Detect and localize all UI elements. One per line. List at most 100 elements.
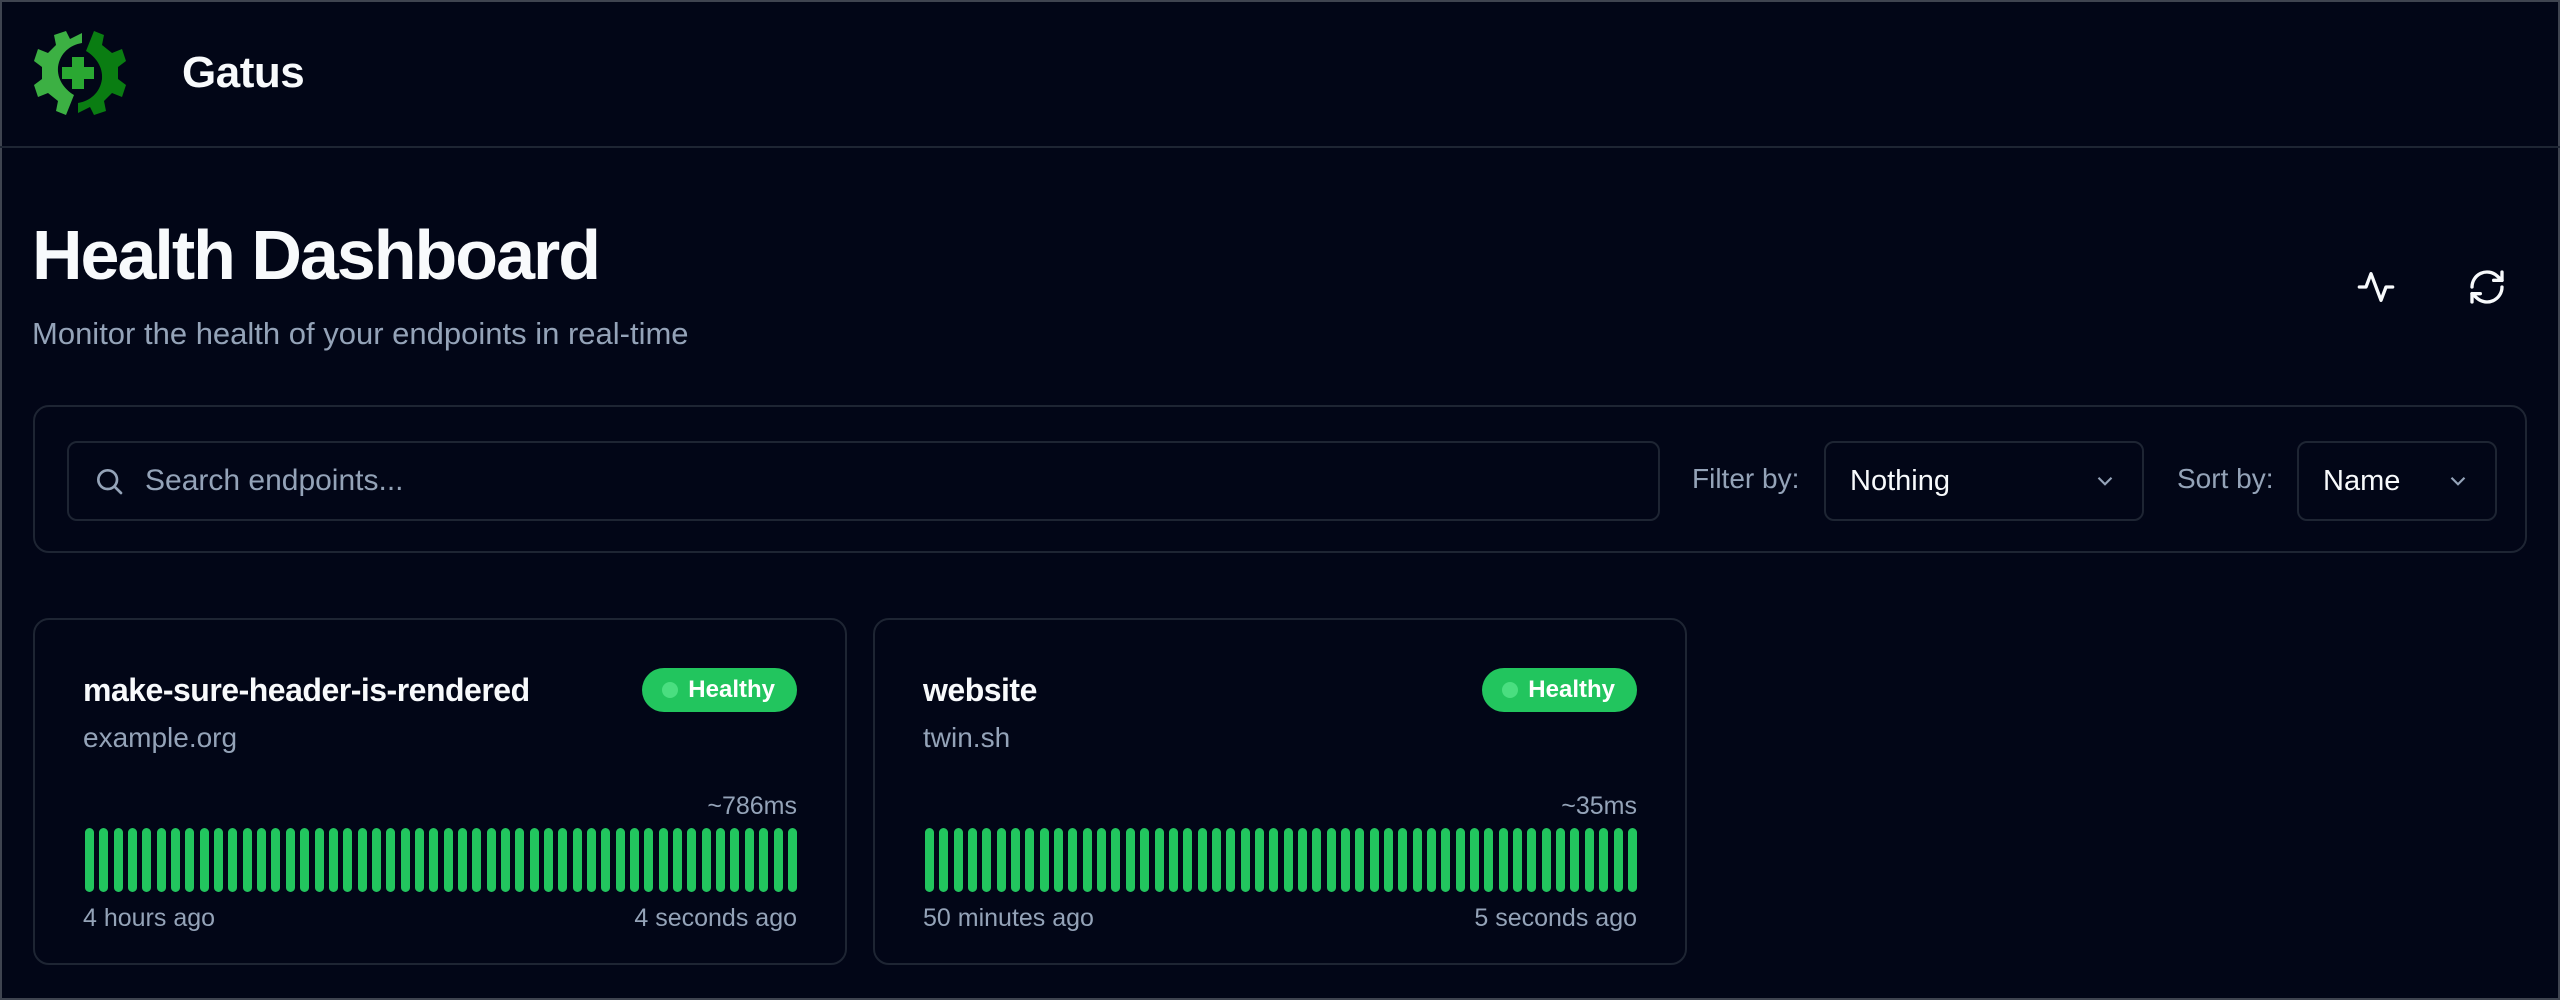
result-bar[interactable]: [271, 828, 281, 892]
result-bar[interactable]: [1168, 828, 1178, 892]
result-bar[interactable]: [1556, 828, 1566, 892]
filter-select[interactable]: Nothing: [1824, 441, 2144, 521]
result-bar[interactable]: [529, 828, 539, 892]
result-bar[interactable]: [1097, 828, 1107, 892]
result-bar[interactable]: [630, 828, 640, 892]
result-bar[interactable]: [486, 828, 496, 892]
refresh-button[interactable]: [2455, 255, 2519, 319]
result-bar[interactable]: [601, 828, 611, 892]
result-bar[interactable]: [1254, 828, 1264, 892]
result-bar[interactable]: [1226, 828, 1236, 892]
result-bar[interactable]: [285, 828, 295, 892]
result-bar[interactable]: [457, 828, 467, 892]
result-bar[interactable]: [1455, 828, 1465, 892]
result-bar[interactable]: [128, 828, 138, 892]
result-bar[interactable]: [544, 828, 553, 892]
result-bar[interactable]: [1498, 828, 1508, 892]
result-bar[interactable]: [1025, 828, 1035, 892]
result-bar[interactable]: [996, 828, 1006, 892]
result-bar[interactable]: [1312, 828, 1322, 892]
result-bar[interactable]: [1240, 828, 1250, 892]
result-bar[interactable]: [500, 828, 510, 892]
gatus-logo[interactable]: [30, 23, 130, 123]
result-bar[interactable]: [1068, 828, 1078, 892]
result-bar[interactable]: [386, 828, 396, 892]
search-box[interactable]: [67, 441, 1660, 521]
result-bar[interactable]: [1369, 828, 1379, 892]
result-bar[interactable]: [328, 828, 338, 892]
result-bar[interactable]: [1441, 828, 1451, 892]
result-bar[interactable]: [1326, 828, 1336, 892]
result-bar[interactable]: [1627, 828, 1637, 892]
endpoint-name[interactable]: website: [923, 672, 1037, 708]
result-bar[interactable]: [1211, 828, 1221, 892]
result-bar[interactable]: [1197, 828, 1207, 892]
result-bar[interactable]: [787, 828, 797, 892]
search-input[interactable]: [145, 464, 1595, 498]
result-bar[interactable]: [199, 828, 209, 892]
result-bar[interactable]: [1384, 828, 1393, 892]
result-bar[interactable]: [242, 828, 252, 892]
result-bar[interactable]: [1470, 828, 1480, 892]
activity-button[interactable]: [2344, 255, 2408, 319]
result-bar[interactable]: [730, 828, 740, 892]
result-bar[interactable]: [1125, 828, 1135, 892]
result-bar[interactable]: [357, 828, 367, 892]
result-bar[interactable]: [1355, 828, 1365, 892]
result-bar[interactable]: [156, 828, 166, 892]
result-bar[interactable]: [314, 828, 324, 892]
result-bar[interactable]: [113, 828, 123, 892]
result-bar[interactable]: [1140, 828, 1150, 892]
result-bar[interactable]: [443, 828, 453, 892]
result-bar[interactable]: [744, 828, 754, 892]
result-bar[interactable]: [228, 828, 238, 892]
result-bar[interactable]: [1297, 828, 1307, 892]
result-bar[interactable]: [371, 828, 381, 892]
result-bar[interactable]: [85, 828, 94, 892]
result-bar[interactable]: [658, 828, 668, 892]
result-bar[interactable]: [953, 828, 963, 892]
result-bar[interactable]: [257, 828, 267, 892]
result-bar[interactable]: [1541, 828, 1551, 892]
result-bar[interactable]: [1599, 828, 1609, 892]
result-bar[interactable]: [1412, 828, 1422, 892]
result-bar[interactable]: [343, 828, 353, 892]
result-bar[interactable]: [716, 828, 726, 892]
result-bar[interactable]: [572, 828, 582, 892]
result-bar[interactable]: [773, 828, 783, 892]
result-bar[interactable]: [1011, 828, 1021, 892]
result-bar[interactable]: [1584, 828, 1594, 892]
result-bar[interactable]: [515, 828, 525, 892]
result-bar[interactable]: [558, 828, 568, 892]
result-bar[interactable]: [1427, 828, 1437, 892]
result-bar[interactable]: [1183, 828, 1193, 892]
endpoint-card[interactable]: website twin.sh Healthy ~35ms 50 minutes…: [873, 618, 1687, 965]
result-bar[interactable]: [142, 828, 152, 892]
result-bar[interactable]: [1054, 828, 1064, 892]
result-bar[interactable]: [615, 828, 625, 892]
result-bar[interactable]: [925, 828, 934, 892]
result-bar[interactable]: [300, 828, 310, 892]
result-bar[interactable]: [1154, 828, 1164, 892]
result-bar[interactable]: [214, 828, 224, 892]
result-bar[interactable]: [99, 828, 109, 892]
result-bar[interactable]: [185, 828, 195, 892]
result-bar[interactable]: [982, 828, 992, 892]
result-bar[interactable]: [968, 828, 978, 892]
endpoint-card[interactable]: make-sure-header-is-rendered example.org…: [33, 618, 847, 965]
result-bar[interactable]: [1513, 828, 1523, 892]
result-bar[interactable]: [939, 828, 949, 892]
result-bar[interactable]: [1613, 828, 1623, 892]
result-bar[interactable]: [1283, 828, 1293, 892]
result-bar[interactable]: [701, 828, 711, 892]
result-bar[interactable]: [587, 828, 597, 892]
result-bar[interactable]: [1340, 828, 1350, 892]
result-bar[interactable]: [1082, 828, 1092, 892]
result-bar[interactable]: [759, 828, 769, 892]
endpoint-name[interactable]: make-sure-header-is-rendered: [83, 672, 530, 708]
result-bar[interactable]: [429, 828, 439, 892]
result-bar[interactable]: [1570, 828, 1580, 892]
result-bar[interactable]: [414, 828, 424, 892]
result-bar[interactable]: [472, 828, 482, 892]
result-bar[interactable]: [1484, 828, 1494, 892]
